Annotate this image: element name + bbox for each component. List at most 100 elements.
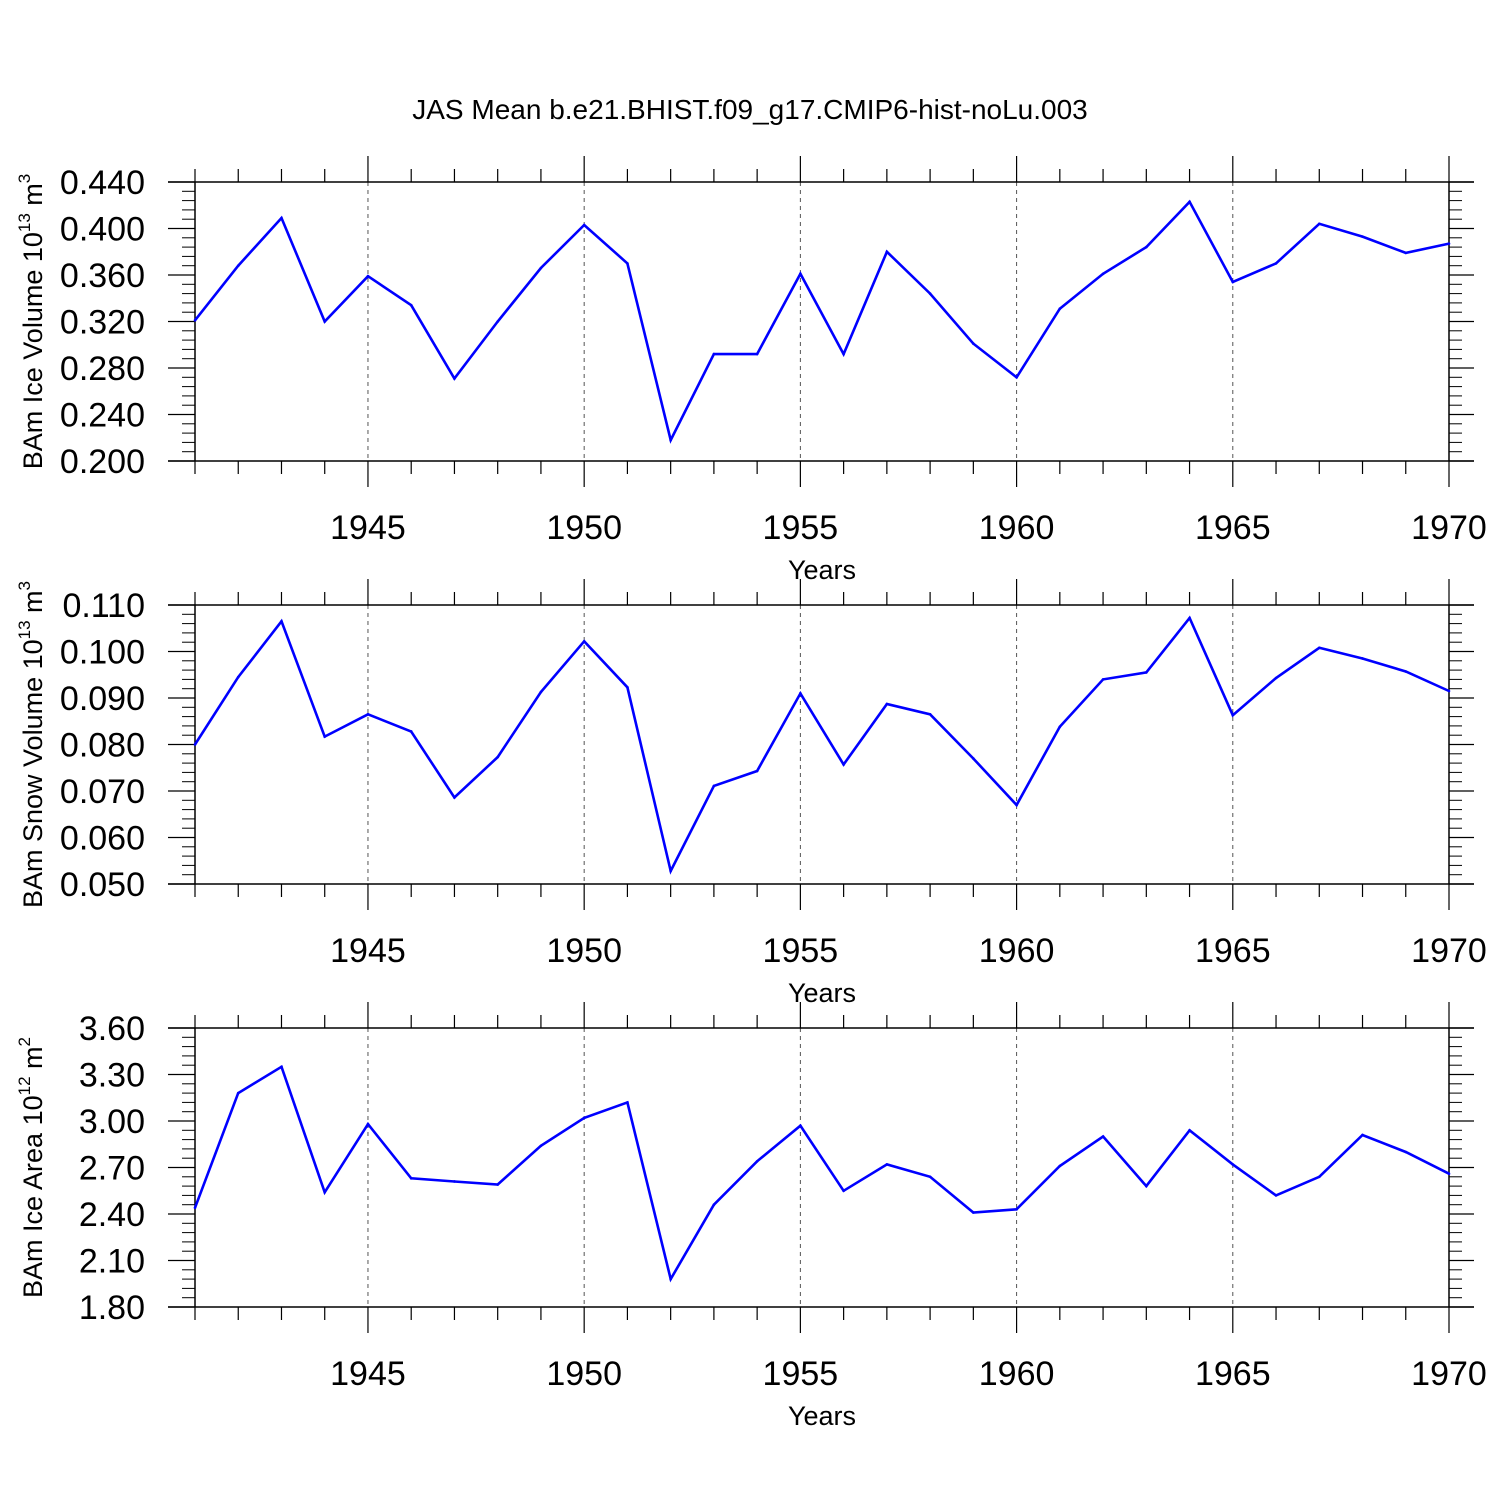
- series-line: [193, 1064, 1450, 1283]
- y-tick-label: 0.070: [60, 773, 145, 811]
- data-point: [712, 352, 716, 356]
- data-point: [885, 702, 889, 706]
- y-tick-label: 0.240: [60, 397, 145, 435]
- data-point: [1188, 616, 1191, 620]
- y-axis-title: BAm Snow Volume 1013 m3: [15, 581, 48, 908]
- data-point: [842, 352, 845, 356]
- data-point: [842, 763, 845, 766]
- data-point: [1101, 1135, 1105, 1138]
- data-point: [1015, 376, 1018, 379]
- data-point: [409, 730, 413, 733]
- y-tick-label: 0.100: [60, 634, 145, 672]
- data-point: [453, 1180, 456, 1183]
- data-point: [669, 438, 672, 442]
- data-point: [928, 1175, 932, 1179]
- x-tick-label: 1945: [330, 932, 406, 970]
- y-tick-label: 3.60: [79, 1010, 145, 1048]
- data-point: [712, 1203, 716, 1206]
- data-point: [539, 690, 543, 694]
- x-tick-label: 1965: [1195, 509, 1271, 547]
- data-point: [799, 1124, 802, 1127]
- data-point: [669, 1277, 672, 1281]
- data-point: [1274, 1194, 1278, 1197]
- y-tick-label: 1.80: [79, 1289, 145, 1327]
- data-point: [799, 272, 802, 276]
- data-point: [582, 1116, 586, 1120]
- y-axis-title-part: m: [18, 183, 48, 213]
- x-axis-title: Years: [788, 555, 856, 585]
- y-tick-label: 0.080: [60, 727, 145, 765]
- y-axis-title: BAm Ice Volume 1013 m3: [15, 174, 48, 470]
- data-point: [972, 1211, 975, 1214]
- data-point: [1188, 200, 1191, 204]
- data-point: [366, 1122, 370, 1126]
- y-tick-label: 3.30: [79, 1057, 145, 1095]
- panel-1: 1945 1950 1955 1960 1965 1970 0.200 0.240 0.280 0…: [15, 156, 1487, 585]
- data-point: [280, 1065, 283, 1069]
- x-tick-label: 1965: [1195, 932, 1271, 970]
- x-tick-label: 1960: [979, 1355, 1055, 1393]
- data-point: [626, 686, 629, 689]
- y-axis-title-superscript: 2: [15, 1037, 34, 1046]
- data-point: [972, 757, 975, 760]
- data-point: [453, 796, 456, 799]
- x-tick-label: 1960: [979, 932, 1055, 970]
- x-tick-label: 1960: [979, 509, 1055, 547]
- x-tick-label: 1970: [1411, 509, 1487, 547]
- data-point: [799, 692, 802, 695]
- panel-3: 1945 1950 1955 1960 1965 1970 1.80 2.10 2.40 2.70…: [15, 1002, 1487, 1431]
- data-point: [193, 319, 197, 322]
- data-point: [1058, 1164, 1062, 1168]
- data-point: [1058, 725, 1062, 729]
- data-point: [1404, 670, 1408, 673]
- data-point: [1058, 307, 1062, 311]
- data-point: [236, 1091, 240, 1095]
- data-point: [1404, 1150, 1408, 1154]
- y-axis-title-part: m: [18, 590, 48, 620]
- y-axis-title-superscript: 3: [15, 174, 34, 183]
- data-point: [1361, 235, 1364, 238]
- data-point: [366, 712, 370, 716]
- data-point: [1101, 272, 1105, 276]
- x-tick-label: 1950: [546, 1355, 622, 1393]
- data-point: [323, 735, 327, 738]
- panels: 1945 1950 1955 1960 1965 1970 0.200 0.240 0.280 0…: [15, 156, 1487, 1431]
- y-axis-title-part: m: [18, 1046, 48, 1076]
- x-tick-label: 1970: [1411, 932, 1487, 970]
- data-point: [453, 377, 456, 380]
- data-point: [1447, 689, 1451, 693]
- data-point: [755, 352, 759, 356]
- data-point: [582, 223, 586, 227]
- data-point: [928, 712, 932, 716]
- data-point: [1317, 1175, 1321, 1179]
- data-point: [755, 769, 759, 773]
- data-point: [669, 869, 672, 873]
- y-axis-title-superscript: 12: [15, 1076, 34, 1095]
- y-tick-label: 0.050: [60, 866, 145, 904]
- data-point: [1361, 1133, 1364, 1137]
- data-point: [1404, 251, 1408, 255]
- data-point: [1015, 803, 1018, 807]
- data-point: [1101, 678, 1105, 681]
- y-tick-label: 2.40: [79, 1196, 145, 1234]
- y-tick-label: 0.400: [60, 211, 145, 249]
- data-point: [1274, 676, 1278, 680]
- y-axis-title: BAm Ice Area 1012 m2: [15, 1037, 48, 1298]
- data-point: [626, 262, 629, 265]
- data-point: [1447, 242, 1451, 245]
- y-tick-label: 3.00: [79, 1103, 145, 1141]
- data-point: [280, 619, 283, 623]
- data-point: [755, 1160, 759, 1163]
- y-axis-title-superscript: 13: [15, 620, 34, 639]
- y-tick-label: 0.200: [60, 443, 145, 481]
- x-tick-label: 1950: [546, 932, 622, 970]
- data-point: [1317, 222, 1321, 226]
- y-axis-title-part: BAm Snow Volume 10: [18, 639, 48, 908]
- data-point: [1317, 646, 1321, 650]
- data-point: [236, 675, 240, 679]
- y-tick-label: 2.70: [79, 1150, 145, 1188]
- data-point: [280, 216, 283, 220]
- data-point: [1361, 657, 1364, 660]
